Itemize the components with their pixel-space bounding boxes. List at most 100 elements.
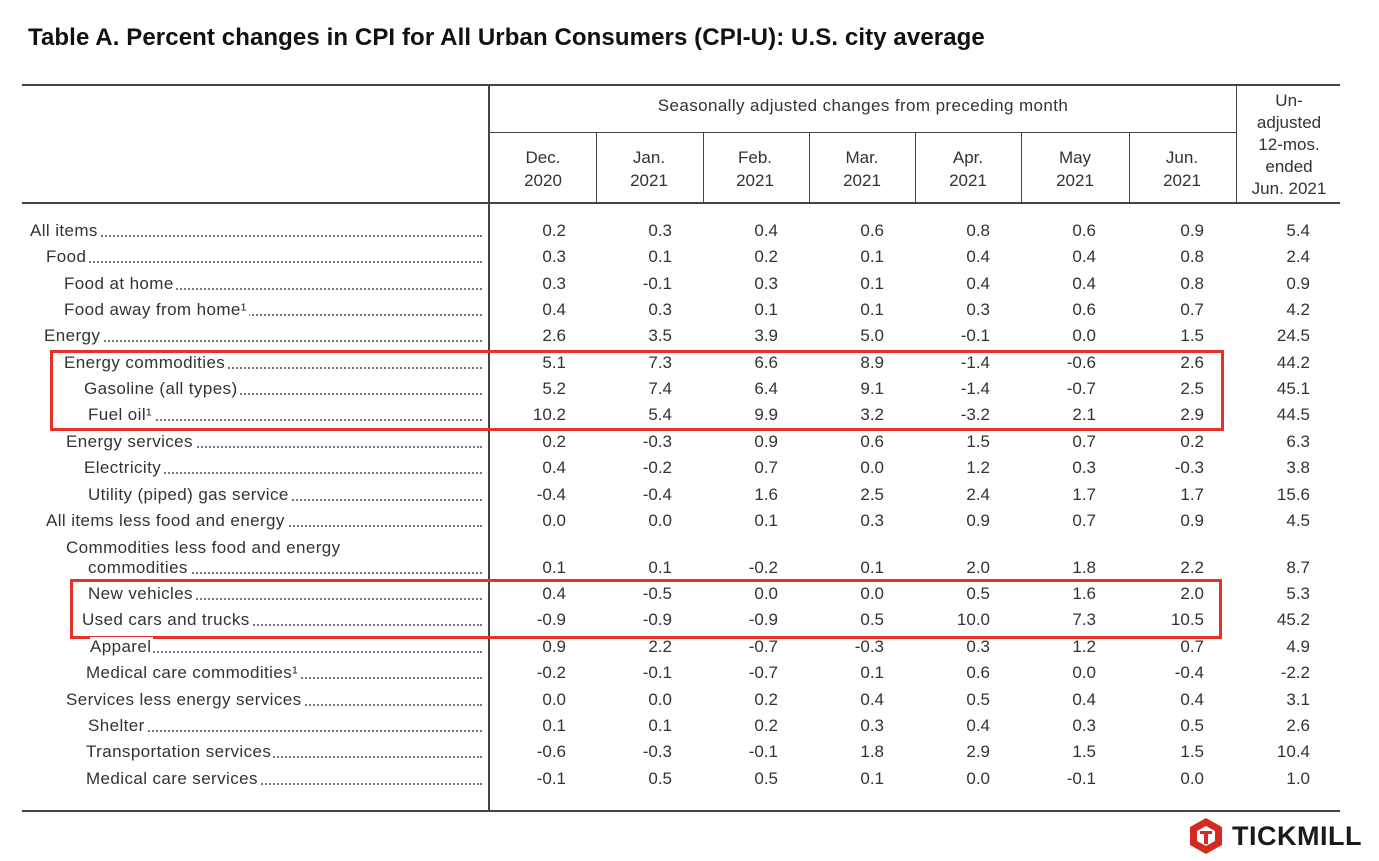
column-header-year: 2021 xyxy=(736,171,774,190)
cell-monthly-change: -0.2 xyxy=(748,558,778,577)
header-unadjusted-line: 12-mos. xyxy=(1258,135,1320,154)
header-unadjusted-line: Un- xyxy=(1275,91,1303,110)
cell-monthly-change: -0.6 xyxy=(1066,353,1096,372)
row-label-text: Used cars and trucks xyxy=(82,610,252,629)
header-column-divider xyxy=(809,133,810,203)
header-unadjusted-line: adjusted xyxy=(1256,113,1322,132)
cell-monthly-change: 7.4 xyxy=(648,379,672,398)
row-label: Energy services xyxy=(66,432,482,452)
table-row: Apparel 0.9 2.2 -0.7 -0.3 0.3 1.2 0.7 4.9 xyxy=(0,635,1379,661)
cell-monthly-change: 0.9 xyxy=(754,432,778,451)
cell-monthly-change: 0.0 xyxy=(542,690,566,709)
cell-monthly-change: 0.1 xyxy=(860,274,884,293)
cell-monthly-change: -0.7 xyxy=(748,637,778,656)
row-label-text: All items less food and energy xyxy=(46,511,287,530)
row-label-text: Utility (piped) gas service xyxy=(88,485,291,504)
cell-monthly-change: 0.5 xyxy=(966,690,990,709)
cell-monthly-change: -0.3 xyxy=(642,432,672,451)
row-label-text: Medical care services xyxy=(86,769,260,788)
cell-monthly-change: -0.2 xyxy=(642,458,672,477)
cell-monthly-change: 0.5 xyxy=(1180,716,1204,735)
cell-monthly-change: 0.3 xyxy=(754,274,778,293)
cell-monthly-change: 0.6 xyxy=(1072,300,1096,319)
column-header-year: 2021 xyxy=(1163,171,1201,190)
cell-monthly-change: 10.2 xyxy=(532,405,566,424)
cell-monthly-change: 2.6 xyxy=(1180,353,1204,372)
cell-monthly-change: 0.5 xyxy=(754,769,778,788)
row-label-text: Energy xyxy=(44,326,103,345)
cell-monthly-change: 0.1 xyxy=(860,300,884,319)
row-label-text: Energy commodities xyxy=(64,353,228,372)
table-row: Electricity 0.4 -0.2 0.7 0.0 1.2 0.3 -0.3 3.8 xyxy=(0,456,1379,482)
row-label: Fuel oil¹ xyxy=(88,405,482,425)
row-label: Gasoline (all types) xyxy=(84,379,482,399)
cell-monthly-change: 0.3 xyxy=(1072,716,1096,735)
cell-monthly-change: -1.4 xyxy=(960,379,990,398)
cell-unadjusted-12mo: -2.2 xyxy=(1280,663,1310,682)
cell-monthly-change: -0.2 xyxy=(536,663,566,682)
column-header-month: May xyxy=(1058,148,1092,167)
cell-monthly-change: 0.4 xyxy=(1072,274,1096,293)
cell-monthly-change: 0.0 xyxy=(542,511,566,530)
cell-unadjusted-12mo: 2.4 xyxy=(1286,247,1310,266)
cell-monthly-change: 7.3 xyxy=(648,353,672,372)
cell-monthly-change: 0.3 xyxy=(966,637,990,656)
cell-monthly-change: 0.9 xyxy=(1180,221,1204,240)
cell-unadjusted-12mo: 4.2 xyxy=(1286,300,1310,319)
cell-monthly-change: 3.5 xyxy=(648,326,672,345)
table-bottom-rule xyxy=(22,810,1340,812)
cell-unadjusted-12mo: 45.1 xyxy=(1276,379,1310,398)
row-label-text: New vehicles xyxy=(88,584,195,603)
column-header: Apr. 2021 xyxy=(918,146,1018,192)
cell-monthly-change: 10.5 xyxy=(1170,610,1204,629)
cell-monthly-change: 0.4 xyxy=(542,300,566,319)
row-label-text: Gasoline (all types) xyxy=(84,379,240,398)
cell-monthly-change: -1.4 xyxy=(960,353,990,372)
column-header: May 2021 xyxy=(1025,146,1125,192)
cell-monthly-change: 1.8 xyxy=(1072,558,1096,577)
cell-monthly-change: -0.1 xyxy=(536,769,566,788)
row-label: Electricity xyxy=(84,458,482,478)
cell-monthly-change: 2.5 xyxy=(1180,379,1204,398)
cell-monthly-change: 0.2 xyxy=(754,690,778,709)
header-column-divider xyxy=(1021,133,1022,203)
cell-monthly-change: 0.2 xyxy=(754,247,778,266)
cell-monthly-change: 0.3 xyxy=(648,300,672,319)
cell-monthly-change: 0.4 xyxy=(542,584,566,603)
cell-monthly-change: 0.9 xyxy=(966,511,990,530)
cell-monthly-change: 3.9 xyxy=(754,326,778,345)
header-bottom-rule xyxy=(22,202,1340,204)
cell-monthly-change: 0.4 xyxy=(1180,690,1204,709)
highlight-box-energy-commodities xyxy=(50,350,1224,431)
cell-monthly-change: 2.1 xyxy=(1072,405,1096,424)
header-column-divider xyxy=(1236,85,1237,203)
cell-monthly-change: -0.4 xyxy=(642,485,672,504)
column-header-year: 2020 xyxy=(524,171,562,190)
cell-monthly-change: 0.6 xyxy=(966,663,990,682)
cell-unadjusted-12mo: 3.1 xyxy=(1286,690,1310,709)
cell-monthly-change: 1.2 xyxy=(966,458,990,477)
row-label: All items less food and energy xyxy=(46,511,482,531)
cell-monthly-change: 0.0 xyxy=(1072,663,1096,682)
cell-unadjusted-12mo: 44.2 xyxy=(1276,353,1310,372)
cell-monthly-change: 0.5 xyxy=(648,769,672,788)
table-row: Energy commodities 5.1 7.3 6.6 8.9 -1.4 -0.6 2.… xyxy=(0,351,1379,377)
cell-monthly-change: -0.1 xyxy=(960,326,990,345)
cell-monthly-change: 0.4 xyxy=(860,690,884,709)
cell-monthly-change: 1.5 xyxy=(1072,742,1096,761)
cell-monthly-change: 0.3 xyxy=(542,274,566,293)
cell-monthly-change: 2.0 xyxy=(966,558,990,577)
cell-monthly-change: 2.6 xyxy=(542,326,566,345)
cell-monthly-change: 0.7 xyxy=(1180,637,1204,656)
cell-unadjusted-12mo: 6.3 xyxy=(1286,432,1310,451)
cell-monthly-change: 2.9 xyxy=(1180,405,1204,424)
header-column-divider xyxy=(1129,133,1130,203)
row-label-text: Food away from home¹ xyxy=(64,300,249,319)
column-header: Jun. 2021 xyxy=(1132,146,1232,192)
table-row: Commodities less food and energy commodit… xyxy=(0,538,1379,582)
cell-monthly-change: 1.6 xyxy=(754,485,778,504)
header-group-rule xyxy=(490,132,1236,133)
table-row: Energy services 0.2 -0.3 0.9 0.6 1.5 0.7 0.2 6.3 xyxy=(0,430,1379,456)
column-header-year: 2021 xyxy=(843,171,881,190)
cell-unadjusted-12mo: 1.0 xyxy=(1286,769,1310,788)
